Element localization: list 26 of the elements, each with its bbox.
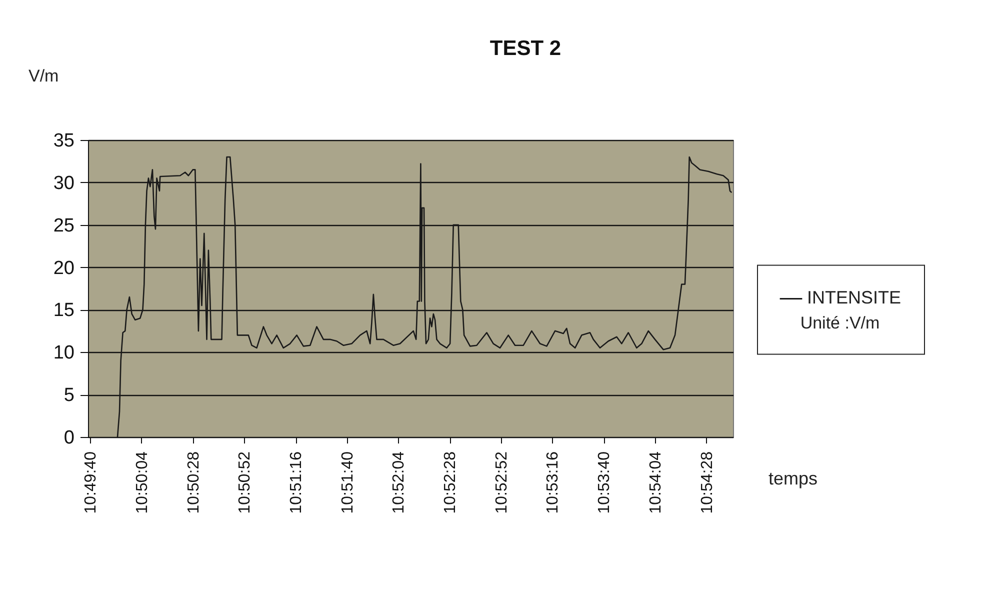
- y-tick-label: 30: [53, 172, 74, 194]
- x-tick-label: 10:49:40: [82, 451, 100, 514]
- y-tick-label: 35: [53, 130, 74, 152]
- y-tick-label: 15: [53, 300, 74, 322]
- x-tick-label: 10:54:28: [698, 451, 716, 514]
- legend-title: Unité :V/m: [800, 314, 880, 333]
- x-tick-label: 10:53:40: [596, 451, 614, 514]
- y-tick-label: 25: [53, 215, 74, 236]
- y-tick-label: 0: [64, 428, 74, 448]
- x-tick-label: 10:50:52: [236, 451, 254, 514]
- x-tick-label: 10:53:16: [544, 451, 562, 514]
- x-tick-label: 10:50:04: [134, 451, 151, 514]
- x-tick-label: 10:51:16: [288, 451, 306, 514]
- y-tick-label: 5: [64, 385, 74, 406]
- y-tick-label: 10: [53, 342, 74, 364]
- x-tick-label: 10:52:04: [390, 451, 408, 514]
- x-axis-title: temps: [768, 468, 818, 488]
- x-tick-label: 10:50:28: [185, 451, 202, 514]
- y-axis-title: V/m: [28, 66, 59, 86]
- x-tick-label: 10:54:04: [647, 451, 664, 514]
- legend-label: INTENSITE: [807, 288, 902, 308]
- x-tick-label: 10:51:40: [339, 451, 356, 514]
- x-tick-label: 10:52:28: [442, 451, 460, 514]
- x-tick-label: 10:52:52: [493, 451, 510, 514]
- y-tick-label: 20: [53, 258, 74, 279]
- chart-title: TEST 2: [490, 37, 562, 60]
